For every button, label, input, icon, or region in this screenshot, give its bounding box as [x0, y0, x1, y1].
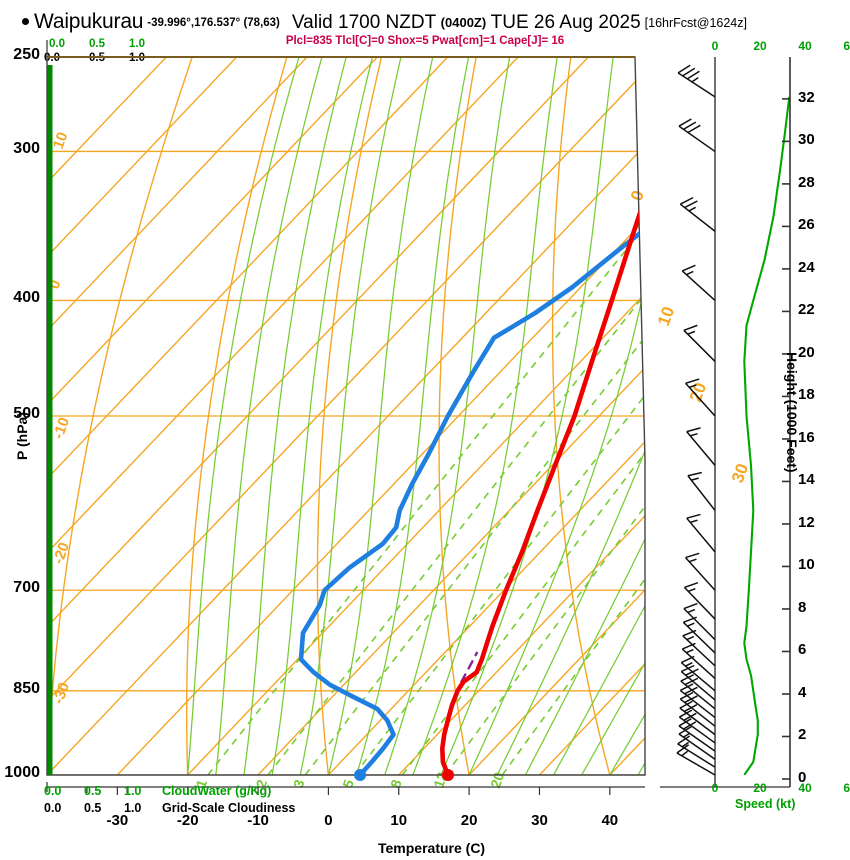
forecast-stamp: [16hrFcst@1624z] — [644, 16, 747, 30]
pressure-tick-1000: 1000 — [4, 764, 40, 781]
svg-text:30: 30 — [728, 461, 752, 485]
wind-barbs — [676, 64, 716, 776]
speed-tick-0-top: 0 — [711, 39, 719, 53]
temperature-tick-0: 0 — [324, 812, 333, 829]
svg-text:0: 0 — [627, 188, 648, 203]
height-tick-10: 10 — [798, 556, 815, 574]
pressure-tick-500: 500 — [13, 405, 40, 422]
surface-markers — [354, 769, 455, 781]
temperature-tick-10: 10 — [390, 812, 408, 829]
height-tick-28: 28 — [798, 173, 815, 191]
height-tick-14: 14 — [798, 471, 815, 489]
zulu-time: (0400Z) — [440, 15, 487, 30]
height-tick-8: 8 — [798, 598, 807, 616]
speed-tick-20-top: 20 — [753, 39, 767, 53]
cloudiness-bottom-05: 0.5 — [84, 801, 102, 815]
speed-tick-0-bottom: 0 — [711, 781, 719, 795]
station-coords: -39.996°,176.537° (78,63) — [147, 17, 280, 29]
temperature-tick-20: 20 — [460, 812, 478, 829]
header: Waipukurau -39.996°,176.537° (78,63) Valid… — [0, 10, 850, 36]
speed-tick-40-top: 40 — [798, 39, 812, 53]
svg-text:-10: -10 — [50, 415, 73, 441]
height-tick-0: 0 — [798, 769, 807, 786]
pressure-axis-label: P (hPa) — [14, 412, 30, 460]
svg-text:8: 8 — [387, 777, 405, 790]
speed-tick-40-bottom: 40 — [798, 781, 812, 795]
pressure-tick-300: 300 — [13, 140, 40, 158]
wind-axis — [660, 57, 790, 788]
speed-tick-60-bottom: 60 — [843, 781, 850, 795]
header-line: Waipukurau -39.996°,176.537° (78,63) Valid… — [22, 10, 747, 34]
svg-text:10: 10 — [654, 304, 678, 328]
pressure-tick-850: 850 — [13, 679, 40, 697]
height-tick-32: 32 — [798, 88, 815, 106]
height-tick-4: 4 — [798, 683, 807, 701]
stability-parameters: Plcl=835 Tlcl[C]=0 Shox=5 Pwat[cm]=1 Cap… — [285, 35, 565, 47]
speed-tick-60-top: 60 — [843, 39, 850, 53]
height-axis — [782, 57, 791, 787]
height-axis-label: Height (1000 Feet) — [784, 352, 800, 473]
plot-frame — [46, 40, 646, 795]
station-name: Waipukurau — [34, 10, 144, 33]
station-dot-icon — [22, 18, 29, 25]
cloudwater-tick-05: 0.5 — [89, 38, 105, 50]
height-tick-24: 24 — [798, 258, 815, 276]
height-tick-16: 16 — [798, 428, 815, 446]
cloudiness-bottom-10: 1.0 — [124, 801, 142, 815]
cloudwater-axis-label: CloudWater (g/Kg) — [162, 784, 272, 798]
temperature-tick--30: -30 — [106, 812, 129, 829]
height-tick-20: 20 — [798, 343, 815, 361]
svg-text:-20: -20 — [50, 540, 73, 566]
mixing-ratio-lines — [207, 230, 645, 775]
cloudwater-bottom-00: 0.0 — [44, 784, 62, 798]
svg-text:-30: -30 — [50, 680, 73, 706]
valid-date: TUE 26 Aug 2025 — [490, 12, 641, 33]
svg-text:10: 10 — [50, 130, 72, 151]
parcel-trace — [460, 651, 478, 683]
speed-axis-label: Speed (kt) — [735, 797, 796, 811]
height-tick-26: 26 — [798, 216, 815, 234]
svg-text:3: 3 — [290, 777, 308, 790]
height-tick-18: 18 — [798, 386, 815, 404]
height-tick-30: 30 — [798, 131, 815, 149]
cloudwater-bottom-05: 0.5 — [84, 784, 102, 798]
svg-text:5: 5 — [339, 777, 357, 790]
temperature-axis-label: Temperature (C) — [378, 840, 486, 856]
temperature-tick--10: -10 — [247, 812, 269, 829]
pressure-tick-250: 250 — [13, 46, 40, 63]
speed-tick-20-bottom: 20 — [753, 781, 767, 795]
cloudiness-axis-label: Grid-Scale Cloudiness — [162, 801, 296, 815]
valid-time: Valid 1700 NZDT — [291, 12, 437, 33]
cloudwater-bottom-10: 1.0 — [124, 784, 142, 798]
dry-adiabat-lines — [47, 57, 611, 775]
temperature-tick--20: -20 — [176, 812, 199, 829]
temperature-tick-40: 40 — [601, 812, 619, 829]
height-tick-12: 12 — [798, 513, 815, 531]
pressure-tick-400: 400 — [13, 289, 40, 307]
height-tick-22: 22 — [798, 301, 815, 319]
moist-adiabat-lines — [187, 57, 645, 775]
height-tick-2: 2 — [798, 726, 807, 744]
svg-text:20: 20 — [686, 380, 710, 404]
wind-speed-curve — [743, 96, 791, 775]
temperature-trace — [440, 94, 645, 775]
height-tick-6: 6 — [798, 641, 807, 659]
cloudwater-tick-10: 1.0 — [129, 38, 145, 50]
cloudiness-bottom-00: 0.0 — [44, 801, 62, 815]
pressure-tick-700: 700 — [13, 579, 40, 597]
temperature-tick-30: 30 — [531, 812, 548, 829]
